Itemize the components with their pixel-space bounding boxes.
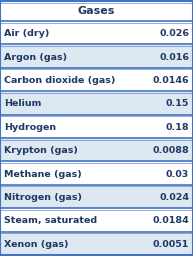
Text: 0.0146: 0.0146 [152, 76, 189, 85]
Bar [0, 233, 193, 256]
Bar [0, 22, 193, 45]
Bar [0, 209, 193, 233]
Text: 0.15: 0.15 [166, 99, 189, 108]
Text: 0.18: 0.18 [165, 123, 189, 132]
Text: Carbon dioxide (gas): Carbon dioxide (gas) [4, 76, 115, 85]
Bar [0, 162, 193, 186]
Bar [0, 139, 193, 162]
Text: 0.016: 0.016 [159, 52, 189, 62]
Text: Xenon (gas): Xenon (gas) [4, 240, 69, 249]
Text: Steam, saturated: Steam, saturated [4, 216, 97, 225]
Text: Helium: Helium [4, 99, 41, 108]
Bar [0, 0, 193, 22]
Text: Air (dry): Air (dry) [4, 29, 49, 38]
Text: 0.026: 0.026 [159, 29, 189, 38]
Text: Argon (gas): Argon (gas) [4, 52, 67, 62]
Bar [0, 186, 193, 209]
Text: Hydrogen: Hydrogen [4, 123, 56, 132]
Bar [0, 69, 193, 92]
Text: 0.0051: 0.0051 [153, 240, 189, 249]
Text: Nitrogen (gas): Nitrogen (gas) [4, 193, 82, 202]
Text: 0.0088: 0.0088 [152, 146, 189, 155]
Text: 0.024: 0.024 [159, 193, 189, 202]
Text: Krypton (gas): Krypton (gas) [4, 146, 78, 155]
Text: 0.03: 0.03 [166, 169, 189, 179]
Bar [0, 92, 193, 116]
Bar [0, 116, 193, 139]
Text: Methane (gas): Methane (gas) [4, 169, 82, 179]
Text: Gases: Gases [78, 6, 115, 16]
Bar [0, 45, 193, 69]
Text: 0.0184: 0.0184 [152, 216, 189, 225]
